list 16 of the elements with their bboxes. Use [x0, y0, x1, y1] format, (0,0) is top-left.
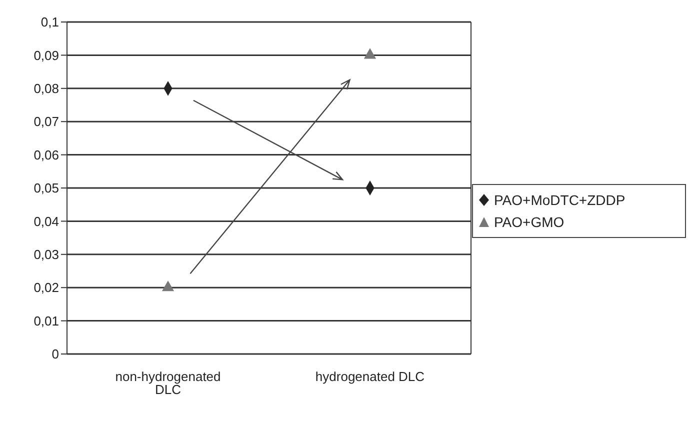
point: [162, 280, 174, 292]
y-tick-label: 0,04: [34, 214, 59, 229]
y-tick-label: 0,01: [34, 313, 59, 328]
legend-label: PAO+MoDTC+ZDDP: [494, 191, 626, 210]
y-tick-label: 0,02: [34, 280, 59, 296]
y-tick-label: 0,05: [34, 180, 59, 196]
y-tick-label: 0,09: [34, 48, 59, 63]
y-tick-label: 0,07: [34, 114, 59, 130]
y-tick-label: 0,06: [34, 147, 59, 162]
x-tick-label: non-hydrogenated DLC: [115, 369, 221, 398]
y-tick-label: 0,1: [40, 14, 59, 30]
y-tick-label: 0,03: [34, 247, 59, 262]
x-tick-label: hydrogenated DLC: [315, 369, 425, 384]
y-tick-label: 0: [52, 346, 59, 362]
legend-label: PAO+GMO: [494, 213, 564, 232]
y-tick-label: 0,08: [34, 81, 59, 96]
